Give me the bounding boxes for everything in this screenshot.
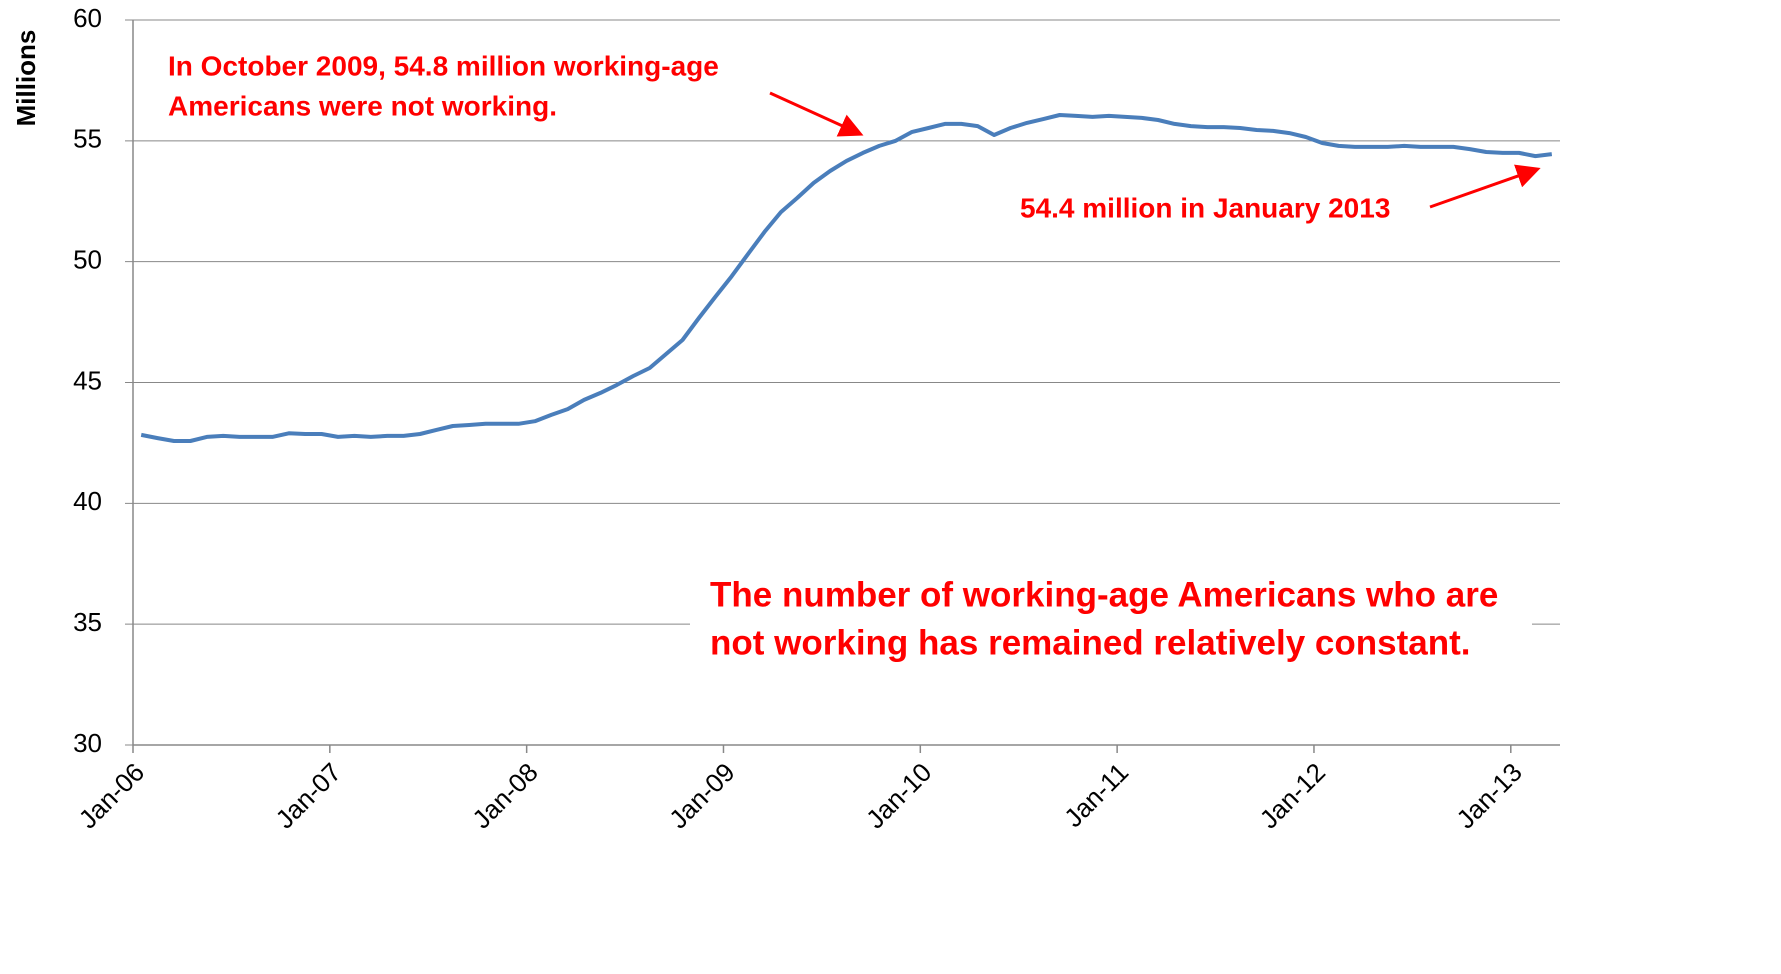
y-tick-label: 50 [73, 245, 102, 275]
annotation: The number of working-age Americans who … [710, 575, 1498, 614]
x-tick-label: Jan-08 [466, 757, 543, 834]
x-tick-label: Jan-11 [1058, 757, 1134, 833]
grid: 30 35 40 45 50 55 60 Jan-06 Jan-07 Jan-08 Jan-09 Ja… [73, 3, 1560, 834]
x-tick-label: Jan-09 [663, 757, 740, 834]
y-axis-label: Millions [11, 30, 41, 127]
y-tick-label: 30 [73, 728, 102, 758]
x-tick-label: Jan-13 [1450, 757, 1527, 834]
plot [140, 113, 1553, 443]
y-tick-label: 60 [73, 3, 102, 33]
x-tick-label: Jan-07 [270, 757, 347, 834]
y-tick-label: 35 [73, 607, 102, 637]
annotation: In October 2009, 54.8 million working-ag… [168, 50, 719, 81]
data-line [140, 113, 1553, 443]
y-tick-label: 40 [73, 486, 102, 516]
x-tick-label: Jan-06 [73, 757, 150, 834]
annotation: Americans were not working. [168, 90, 557, 121]
annotation-background [690, 575, 1532, 675]
arrow [769, 91, 864, 137]
annotation: 54.4 million in January 2013 [1020, 192, 1390, 223]
y-tick-label: 45 [73, 365, 102, 395]
x-tick-label: Jan-12 [1254, 757, 1331, 834]
annotation: not working has remained relatively cons… [710, 623, 1470, 662]
y-tick-label: 55 [73, 124, 102, 154]
arrow [1429, 164, 1541, 209]
x-tick-label: Jan-10 [860, 757, 937, 834]
